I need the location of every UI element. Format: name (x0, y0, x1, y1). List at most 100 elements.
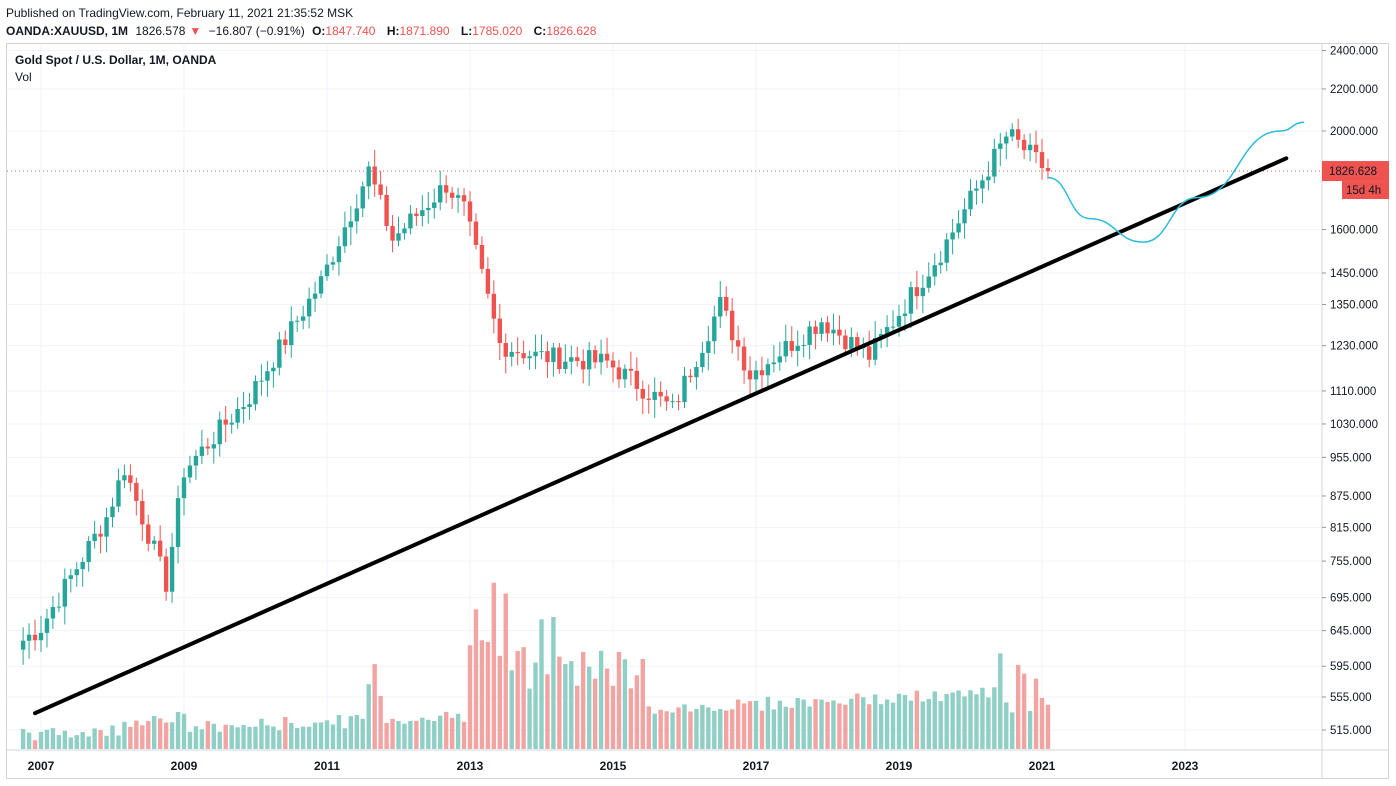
candle-body (563, 361, 568, 370)
high-label: H: (386, 24, 400, 38)
volume-bar (592, 678, 598, 749)
y-tick-label: 1450.000 (1330, 268, 1378, 280)
candle-body (211, 444, 216, 449)
candle-body (938, 262, 943, 266)
candle-body (241, 407, 246, 409)
candle-body (277, 339, 282, 368)
volume-bar (503, 593, 508, 749)
volume-bar (312, 722, 318, 749)
candle-body (104, 517, 109, 537)
volume-bar (926, 698, 931, 749)
volume-bar (1045, 704, 1051, 749)
candle-body (92, 533, 97, 542)
candle-body (795, 345, 800, 351)
volume-bar (950, 692, 955, 749)
volume-bar (712, 710, 717, 749)
volume-bar (819, 699, 824, 749)
candle-body (473, 221, 479, 245)
candle-body (205, 446, 211, 449)
candle-body (26, 634, 32, 641)
candle-body (1039, 152, 1045, 169)
candle-body (867, 346, 872, 360)
volume-bar (104, 735, 109, 749)
candle-body (783, 340, 788, 357)
volume-bar (1015, 664, 1021, 749)
candle-body (366, 166, 371, 187)
candle-body (80, 561, 85, 570)
y-tick-label: 695.000 (1330, 593, 1372, 605)
candle-body (646, 398, 651, 400)
candle-body (485, 268, 491, 294)
volume-bar (527, 688, 532, 749)
volume-bar (324, 720, 330, 749)
candle-body (908, 287, 914, 314)
candle-body (134, 482, 139, 501)
candle-body (253, 381, 258, 405)
candle-body (926, 276, 931, 288)
candle-body (902, 313, 908, 316)
volume-bar (473, 609, 479, 749)
candle-body (837, 329, 842, 336)
volume-bar (265, 725, 270, 749)
price-badge (1322, 161, 1389, 182)
volume-bar (849, 698, 854, 749)
candle-body (432, 202, 437, 208)
candle-body (682, 375, 687, 403)
candle-body (348, 221, 354, 228)
candle-body (163, 556, 169, 592)
volume-bar (122, 721, 127, 749)
volume-bar (831, 700, 836, 749)
volume-bar (890, 702, 896, 749)
candle-body (724, 296, 729, 311)
volume-bar (408, 720, 413, 749)
volume-bar (896, 693, 902, 749)
volume-bar (211, 723, 216, 749)
legend-volume[interactable]: Vol (15, 70, 32, 84)
candle-body (849, 337, 854, 350)
volume-bar (62, 730, 68, 749)
candle-body (533, 351, 538, 357)
candle-body (20, 640, 26, 650)
candle-body (396, 233, 401, 241)
candle-body (551, 347, 556, 363)
candle-body (884, 327, 890, 335)
volume-bar (50, 728, 56, 749)
volume-bar (753, 700, 759, 749)
volume-bar (515, 651, 520, 749)
x-tick-label: 2009 (171, 759, 198, 773)
volume-bar (360, 718, 365, 749)
price-badge-text: 1826.628 (1329, 166, 1377, 178)
volume-bar (962, 696, 967, 749)
ohlc-line: OANDA:XAUUSD, 1M 1826.578 ▼ −16.807 (−0.9… (6, 22, 604, 40)
volume-bar (491, 582, 497, 749)
chart-frame[interactable] (6, 43, 1389, 779)
volume-bar (1027, 710, 1033, 749)
volume-bar (295, 728, 300, 749)
volume-bar (140, 725, 145, 749)
symbol-label[interactable]: OANDA:XAUUSD, 1M (6, 24, 129, 38)
legend-title[interactable]: Gold Spot / U.S. Dollar, 1M, OANDA (15, 53, 217, 67)
volume-bar (438, 715, 443, 749)
volume-bar (485, 641, 491, 749)
volume-bar (187, 731, 193, 749)
candle-body (813, 326, 818, 334)
candle-body (569, 357, 574, 362)
candle-body (265, 371, 270, 381)
candle-body (670, 401, 675, 403)
candle-body (187, 465, 193, 478)
volume-bar (747, 701, 753, 749)
volume-bar (586, 666, 592, 749)
volume-bar (682, 704, 687, 749)
candle-body (247, 404, 252, 408)
volume-bar (181, 713, 187, 749)
volume-bar (259, 718, 264, 749)
volume-bar (968, 690, 973, 749)
candle-body (1021, 139, 1027, 151)
candle-body (1015, 129, 1021, 140)
candle-body (426, 207, 431, 211)
volume-bar (163, 722, 169, 749)
candle-body (449, 192, 455, 198)
volume-bar (914, 690, 920, 749)
candle-body (336, 246, 342, 263)
